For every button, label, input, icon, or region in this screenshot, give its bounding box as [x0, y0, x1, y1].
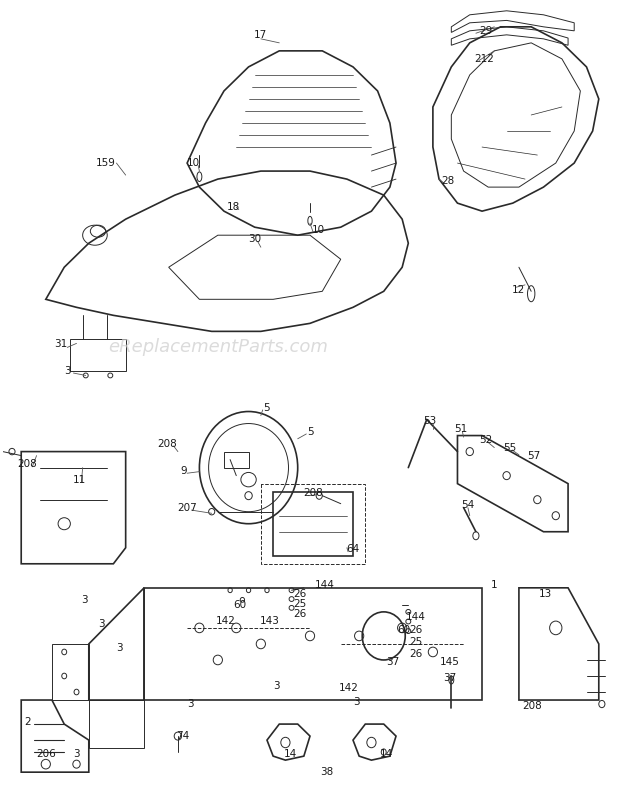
Text: 37: 37 — [443, 672, 457, 683]
Text: 212: 212 — [474, 54, 494, 64]
Text: 9: 9 — [180, 466, 187, 476]
Text: 17: 17 — [254, 30, 267, 40]
Text: 18: 18 — [226, 202, 240, 212]
Text: 2: 2 — [24, 717, 30, 727]
Text: 3: 3 — [273, 680, 280, 691]
Text: 14: 14 — [284, 749, 297, 759]
Text: 30: 30 — [248, 234, 261, 245]
Text: 208: 208 — [17, 459, 37, 470]
Text: 26: 26 — [293, 609, 307, 619]
Text: 10: 10 — [311, 224, 324, 235]
Text: 14: 14 — [380, 749, 394, 759]
Text: 144: 144 — [405, 613, 425, 622]
Text: 51: 51 — [454, 424, 467, 434]
Text: 142: 142 — [339, 683, 358, 693]
Text: 5: 5 — [307, 427, 313, 437]
Text: 57: 57 — [527, 450, 540, 461]
Text: 1: 1 — [491, 580, 498, 591]
Text: 207: 207 — [177, 503, 197, 512]
Text: 52: 52 — [479, 434, 492, 445]
Text: 55: 55 — [503, 442, 517, 453]
Text: 3: 3 — [73, 749, 80, 759]
Text: 60: 60 — [233, 600, 247, 610]
Text: 5: 5 — [264, 403, 270, 412]
Text: 3: 3 — [116, 643, 123, 653]
Text: 60: 60 — [397, 625, 410, 634]
Text: 144: 144 — [315, 580, 335, 591]
Text: 26: 26 — [293, 589, 307, 600]
Text: 208: 208 — [157, 438, 177, 449]
Text: 37: 37 — [386, 657, 399, 667]
Text: 74: 74 — [176, 731, 190, 741]
Text: 54: 54 — [461, 500, 474, 510]
Text: 13: 13 — [539, 589, 552, 600]
Text: eReplacementParts.com: eReplacementParts.com — [108, 338, 328, 357]
Text: 53: 53 — [423, 416, 436, 426]
Text: 3: 3 — [98, 619, 104, 629]
Text: 3: 3 — [81, 595, 88, 605]
Text: 25: 25 — [293, 599, 307, 608]
Text: 145: 145 — [440, 657, 460, 667]
Text: 206: 206 — [36, 749, 56, 759]
Text: 3: 3 — [353, 696, 360, 707]
Text: 143: 143 — [260, 617, 280, 626]
Text: 10: 10 — [187, 158, 200, 168]
Text: 3: 3 — [187, 699, 193, 709]
Text: 3: 3 — [64, 366, 71, 376]
Text: 29: 29 — [480, 26, 493, 36]
Text: 31: 31 — [55, 339, 68, 349]
Text: 26: 26 — [409, 649, 422, 659]
Text: 159: 159 — [96, 158, 116, 168]
Text: 208: 208 — [523, 700, 542, 711]
Text: 208: 208 — [303, 488, 323, 498]
Text: 64: 64 — [347, 545, 360, 554]
Text: 26: 26 — [409, 625, 422, 634]
Text: 25: 25 — [409, 637, 422, 646]
Text: 142: 142 — [216, 617, 236, 626]
Text: 38: 38 — [321, 767, 334, 777]
Text: 28: 28 — [441, 176, 455, 186]
Text: 11: 11 — [73, 475, 86, 485]
Text: 12: 12 — [512, 285, 526, 295]
